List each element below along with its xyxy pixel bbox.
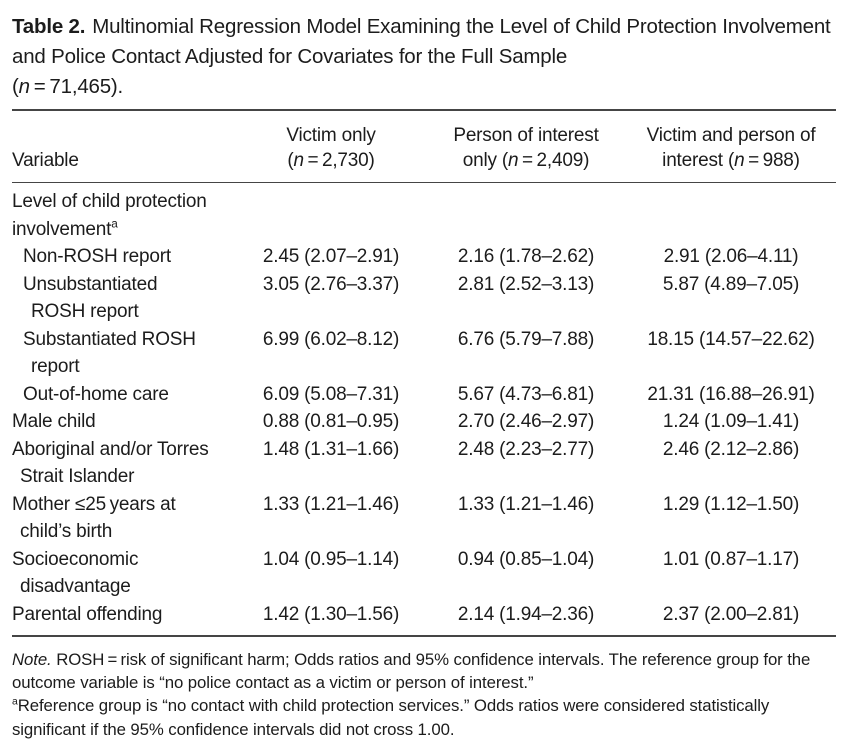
table-number: Table 2.	[12, 15, 86, 38]
odds-ratio-cell: 1.01 (0.87–1.17)	[662, 548, 800, 570]
odds-ratio-cell: 3.05 (2.76–3.37)	[262, 273, 400, 295]
row-label: Socioeconomic	[12, 548, 139, 570]
table-row-socioeconomic-disadvantage: Socioeconomic disadvantage 1.04 (0.95–1.…	[12, 546, 836, 601]
odds-ratio-cell: 2.14 (1.94–2.36)	[457, 603, 595, 625]
row-label: Male child	[12, 411, 96, 432]
table-row-out-of-home-care: Out-of-home care 6.09 (5.08–7.31) 5.67 (…	[12, 381, 836, 409]
row-label: Aboriginal and/or Torres	[12, 438, 209, 460]
table-caption-text: Multinomial Regression Model Examining t…	[12, 15, 831, 68]
odds-ratio-cell: 1.29 (1.12–1.50)	[662, 493, 800, 515]
odds-ratio-cell: 5.87 (4.89–7.05)	[662, 273, 800, 295]
row-label: Mother ≤25 years at	[12, 493, 176, 515]
sample-size: (n = 71,465).	[12, 75, 124, 98]
odds-ratio-cell: 2.81 (2.52–3.13)	[457, 273, 595, 295]
odds-ratio-cell: 1.33 (1.21–1.46)	[457, 493, 595, 515]
row-label: Level of child protection involvementa	[12, 191, 207, 240]
odds-ratio-cell: 21.31 (16.88–26.91)	[647, 383, 815, 405]
table-row-parental-offending: Parental offending 1.42 (1.30–1.56) 2.14…	[12, 601, 836, 629]
table-row-section-child-protection: Level of child protection involvementa	[12, 188, 836, 243]
table-row-unsubstantiated-rosh-report: Unsubstantiated ROSH report 3.05 (2.76–3…	[12, 271, 836, 326]
row-label-continued: disadvantage	[20, 576, 131, 597]
odds-ratio-cell: 2.70 (2.46–2.97)	[457, 411, 595, 432]
odds-ratio-cell: 2.91 (2.06–4.11)	[663, 246, 799, 267]
bottom-rule	[12, 635, 836, 637]
table-row-aboriginal-torres-strait-islander: Aboriginal and/or Torres Strait Islander…	[12, 436, 836, 491]
row-label: Non-ROSH report	[23, 246, 171, 267]
table-notes: Note. ROSH = risk of significant harm; O…	[12, 648, 836, 741]
odds-ratio-cell: 1.33 (1.21–1.46)	[262, 493, 400, 515]
footnote-a: aReference group is “no contact with chi…	[12, 696, 770, 739]
odds-ratio-cell: 1.48 (1.31–1.66)	[262, 438, 400, 460]
odds-ratio-cell: 6.99 (6.02–8.12)	[262, 328, 400, 350]
odds-ratio-cell: 2.45 (2.07–2.91)	[262, 246, 400, 267]
row-label: Unsubstantiated	[23, 273, 158, 295]
table-header-row: Variable Victim only (n = 2,730) Person …	[12, 111, 836, 182]
note-label: Note.	[12, 650, 52, 669]
general-note: Note. ROSH = risk of significant harm; O…	[12, 650, 811, 693]
row-label-continued: child’s birth	[20, 521, 113, 542]
footnote-marker-a: a	[111, 217, 118, 231]
table-row-substantiated-rosh-report: Substantiated ROSH report 6.99 (6.02–8.1…	[12, 326, 836, 381]
odds-ratio-cell: 2.46 (2.12–2.86)	[662, 438, 800, 460]
column-header-victim-only: Victim only (n = 2,730)	[286, 125, 376, 171]
table-body: Level of child protection involvementa N…	[12, 183, 836, 635]
odds-ratio-cell: 6.09 (5.08–7.31)	[262, 383, 400, 405]
odds-ratio-cell: 1.04 (0.95–1.14)	[262, 548, 400, 570]
header-rule	[12, 182, 836, 183]
table-row-non-rosh-report: Non-ROSH report 2.45 (2.07–2.91) 2.16 (1…	[12, 243, 836, 271]
odds-ratio-cell: 2.48 (2.23–2.77)	[457, 438, 595, 460]
odds-ratio-cell: 6.76 (5.79–7.88)	[457, 328, 595, 350]
odds-ratio-cell: 1.42 (1.30–1.56)	[262, 603, 400, 625]
odds-ratio-cell: 1.24 (1.09–1.41)	[662, 411, 800, 432]
row-label-continued: Strait Islander	[20, 466, 135, 487]
row-label: Out-of-home care	[23, 383, 169, 405]
row-label: Substantiated ROSH	[23, 328, 196, 350]
odds-ratio-cell: 2.37 (2.00–2.81)	[662, 603, 800, 625]
odds-ratio-cell: 5.67 (4.73–6.81)	[457, 383, 595, 405]
table-row-male-child: Male child 0.88 (0.81–0.95) 2.70 (2.46–2…	[12, 408, 836, 436]
odds-ratio-cell: 0.88 (0.81–0.95)	[262, 411, 400, 432]
column-header-victim-and-person-of-interest: Victim and person of interest (n = 988)	[646, 125, 816, 171]
table-row-mother-age-at-birth: Mother ≤25 years at child’s birth 1.33 (…	[12, 491, 836, 546]
table-caption: Table 2. Multinomial Regression Model Exa…	[12, 12, 836, 102]
top-rule	[12, 109, 836, 111]
column-header-variable: Variable	[12, 150, 79, 171]
row-label: Parental offending	[12, 603, 163, 625]
odds-ratio-cell: 18.15 (14.57–22.62)	[647, 328, 815, 350]
row-label-continued: report	[31, 356, 80, 377]
footnote-marker-a: a	[12, 696, 18, 708]
column-header-person-of-interest-only: Person of interest only (n = 2,409)	[453, 125, 599, 171]
odds-ratio-cell: 0.94 (0.85–1.04)	[457, 548, 595, 570]
row-label-continued: ROSH report	[31, 301, 139, 322]
odds-ratio-cell: 2.16 (1.78–2.62)	[457, 246, 595, 267]
